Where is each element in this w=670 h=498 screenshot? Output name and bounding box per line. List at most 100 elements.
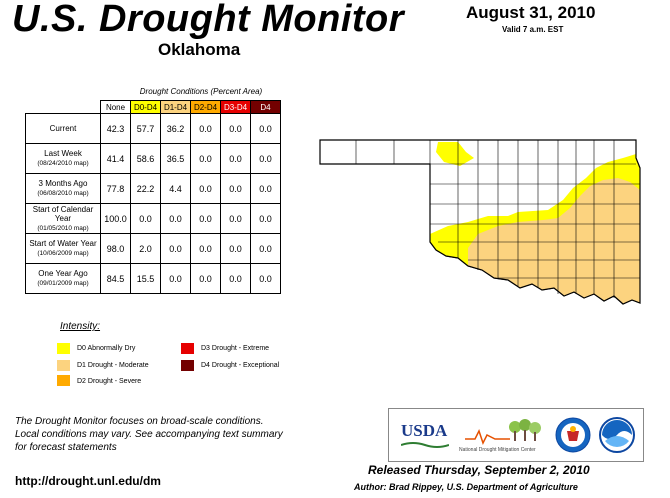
table-cell: 0.0 (250, 203, 281, 234)
table-cell: 0.0 (250, 263, 281, 294)
table-caption: Drought Conditions (Percent Area) (139, 87, 263, 96)
row-label-text: Current (49, 124, 77, 133)
usda-swoosh-icon (401, 442, 449, 448)
ndmc-logo-text: National Drought Mitigation Center (459, 447, 536, 453)
table-cell: 0.0 (190, 173, 221, 204)
row-label: Start of Calendar Year (01/05/2010 map) (25, 203, 101, 234)
row-label-date: (06/08/2010 map) (37, 190, 89, 197)
usda-logo: USDA (401, 421, 448, 440)
page-title: U.S. Drought Monitor (12, 0, 405, 40)
drought-conditions-table: None D0-D4 D1-D4 D2-D4 D3-D4 D4 Current … (25, 100, 281, 294)
row-label-text: Last Week (44, 149, 82, 158)
table-cell: 57.7 (130, 113, 161, 144)
legend-title: Intensity: (60, 321, 101, 332)
table-cell: 0.0 (190, 113, 221, 144)
legend-swatch-d2 (57, 375, 70, 386)
d0-region-north-central (436, 142, 474, 166)
row-label: One Year Ago (09/01/2009 map) (25, 263, 101, 294)
table-cell: 41.4 (100, 143, 131, 174)
row-label: 3 Months Ago (06/08/2010 map) (25, 173, 101, 204)
legend-swatch-d4 (181, 360, 194, 371)
table-cell: 0.0 (160, 233, 191, 264)
table-corner (26, 101, 101, 114)
table-cell: 0.0 (220, 263, 251, 294)
table-row: Last Week (08/24/2010 map) 41.4 58.6 36.5… (25, 143, 281, 174)
table-cell: 0.0 (250, 143, 281, 174)
table-cell: 0.0 (160, 263, 191, 294)
table-cell: 36.5 (160, 143, 191, 174)
valid-time: Valid 7 a.m. EST (502, 25, 564, 34)
table-cell: 0.0 (250, 173, 281, 204)
state-border (319, 139, 641, 305)
note-line-1: The Drought Monitor focuses on broad-sca… (15, 416, 264, 427)
row-label: Start of Water Year (10/06/2009 map) (25, 233, 101, 264)
author-line: Author: Brad Rippey, U.S. Department of … (354, 482, 578, 492)
row-label-text: Start of Water Year (29, 239, 97, 248)
legend-label-d0: D0 Abnormally Dry (77, 345, 136, 352)
table-cell: 0.0 (190, 233, 221, 264)
doc-seal-icon (555, 417, 591, 453)
table-cell: 15.5 (130, 263, 161, 294)
state-name: Oklahoma (158, 40, 241, 59)
table-cell: 2.0 (130, 233, 161, 264)
legend-swatch-d1 (57, 360, 70, 371)
table-cell: 36.2 (160, 113, 191, 144)
table-cell: 0.0 (130, 203, 161, 234)
table-cell: 100.0 (100, 203, 131, 234)
table-cell: 0.0 (220, 203, 251, 234)
table-row: One Year Ago (09/01/2009 map) 84.5 15.5 0… (25, 263, 281, 294)
col-header-d1-d4: D1-D4 (160, 100, 191, 114)
table-cell: 22.2 (130, 173, 161, 204)
col-header-d3-d4: D3-D4 (220, 100, 251, 114)
col-header-d0-d4: D0-D4 (130, 100, 161, 114)
county-boundaries (355, 140, 640, 298)
oklahoma-drought-map (319, 139, 641, 305)
release-date: Released Thursday, September 2, 2010 (368, 463, 590, 477)
row-label: Current (25, 113, 101, 144)
row-label: Last Week (08/24/2010 map) (25, 143, 101, 174)
col-header-none: None (100, 100, 131, 114)
table-cell: 77.8 (100, 173, 131, 204)
legend-label-d1: D1 Drought - Moderate (77, 362, 149, 369)
table-cell: 0.0 (220, 113, 251, 144)
note-line-2: Local conditions may vary. See accompany… (15, 429, 283, 440)
table-cell: 4.4 (160, 173, 191, 204)
table-cell: 98.0 (100, 233, 131, 264)
map-date: August 31, 2010 (466, 3, 596, 22)
legend-swatch-d3 (181, 343, 194, 354)
row-label-date: (09/01/2009 map) (37, 280, 89, 287)
row-label-date: (08/24/2010 map) (37, 160, 89, 167)
noaa-logo-icon (599, 417, 635, 453)
disclaimer-note: The Drought Monitor focuses on broad-sca… (15, 415, 345, 454)
table-row: Current 42.3 57.7 36.2 0.0 0.0 0.0 (25, 113, 281, 144)
table-row: Start of Water Year (10/06/2009 map) 98.0… (25, 233, 281, 264)
table-cell: 0.0 (190, 263, 221, 294)
table-cell: 0.0 (220, 173, 251, 204)
partner-logos: USDA National Drought Mitigation Center (388, 408, 644, 462)
row-label-date: (01/05/2010 map) (37, 224, 89, 232)
table-row: 3 Months Ago (06/08/2010 map) 77.8 22.2 4… (25, 173, 281, 204)
table-cell: 0.0 (190, 143, 221, 174)
legend-label-d3: D3 Drought - Extreme (201, 345, 270, 352)
table-cell: 58.6 (130, 143, 161, 174)
legend-label-d2: D2 Drought - Severe (77, 378, 142, 385)
col-header-d2-d4: D2-D4 (190, 100, 221, 114)
table-cell: 0.0 (220, 233, 251, 264)
table-cell: 0.0 (250, 113, 281, 144)
table-cell: 0.0 (250, 233, 281, 264)
col-header-d4: D4 (250, 100, 281, 114)
legend-label-d4: D4 Drought - Exceptional (201, 362, 280, 369)
legend-swatch-d0 (57, 343, 70, 354)
row-label-text: 3 Months Ago (38, 179, 88, 188)
table-row: Start of Calendar Year (01/05/2010 map) 1… (25, 203, 281, 234)
table-cell: 0.0 (190, 203, 221, 234)
row-label-text: One Year Ago (38, 269, 88, 278)
row-label-date: (10/06/2009 map) (37, 250, 89, 257)
table-cell: 42.3 (100, 113, 131, 144)
table-cell: 0.0 (220, 143, 251, 174)
website-link[interactable]: http://drought.unl.edu/dm (15, 474, 161, 488)
row-label-text: Start of Calendar Year (32, 204, 94, 223)
table-cell: 0.0 (160, 203, 191, 234)
ndmc-logo-icon (465, 419, 541, 445)
table-cell: 84.5 (100, 263, 131, 294)
